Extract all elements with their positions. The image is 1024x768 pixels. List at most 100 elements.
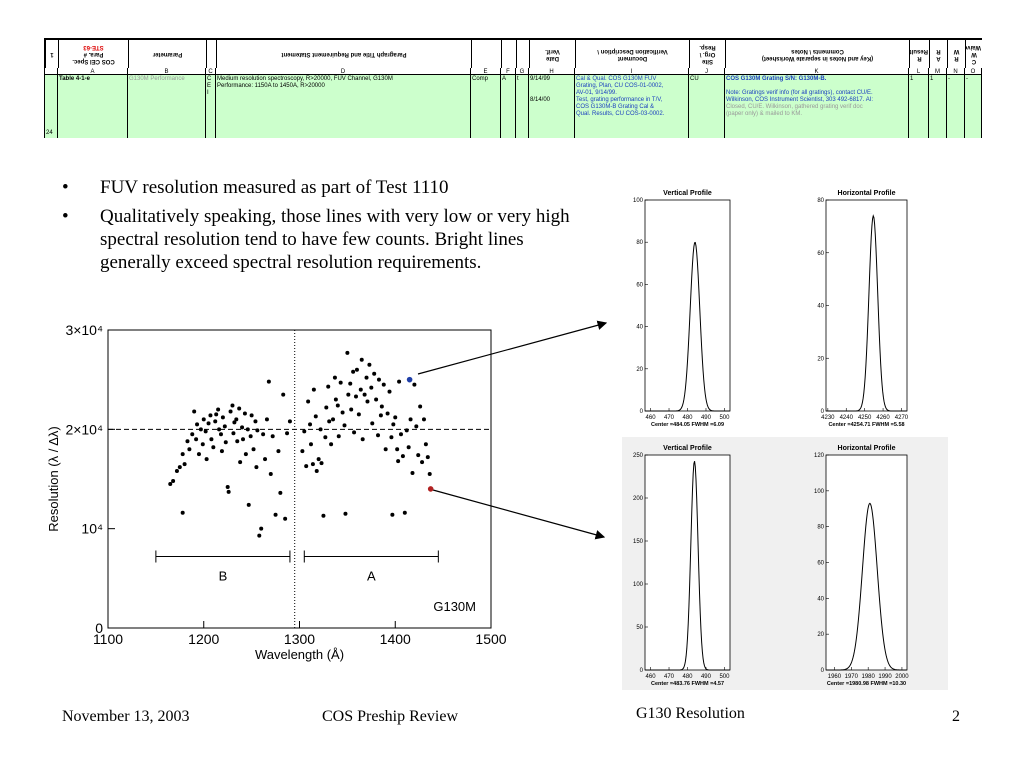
point xyxy=(300,449,305,454)
cell-line: Comp xyxy=(472,76,489,82)
point xyxy=(346,392,351,397)
point xyxy=(408,417,413,422)
arrow xyxy=(417,320,608,375)
annotation: G130M xyxy=(433,599,476,614)
row-cell: t xyxy=(516,75,529,138)
point xyxy=(311,387,316,392)
cell-line: (paper only) & mailed to KM. xyxy=(726,111,803,117)
point xyxy=(427,472,432,477)
plot-frame xyxy=(825,199,908,412)
point xyxy=(220,415,225,420)
point xyxy=(324,405,329,410)
point xyxy=(194,437,199,442)
letters-cell: K xyxy=(725,68,909,75)
letters-cell: L xyxy=(909,68,929,75)
bullet: FUV resolution measured as part of Test … xyxy=(62,176,582,199)
profile-curve xyxy=(826,214,907,412)
y-tick-label: 40 xyxy=(817,304,824,310)
point xyxy=(362,392,367,397)
point xyxy=(360,437,365,442)
x-tick-label: 1300 xyxy=(284,631,315,647)
point xyxy=(174,469,179,474)
point xyxy=(211,445,216,450)
point xyxy=(242,411,247,416)
point xyxy=(332,375,337,380)
point xyxy=(208,413,213,418)
point xyxy=(329,442,334,447)
point xyxy=(327,419,332,424)
point xyxy=(425,455,430,460)
point xyxy=(270,434,275,439)
point xyxy=(383,447,388,452)
plot-frame xyxy=(825,454,908,671)
point xyxy=(195,422,200,427)
point xyxy=(261,432,266,437)
x-tick-label: 490 xyxy=(701,415,712,421)
point xyxy=(354,367,359,372)
row-cell: CU xyxy=(689,75,725,138)
point xyxy=(356,412,361,417)
point xyxy=(372,371,377,376)
point xyxy=(395,447,400,452)
point xyxy=(281,392,286,397)
bullet-list: FUV resolution measured as part of Test … xyxy=(62,176,582,280)
point xyxy=(177,465,182,470)
point xyxy=(249,413,254,418)
point xyxy=(316,457,321,462)
y-tick-label: 60 xyxy=(636,282,643,288)
y-tick-label: 20 xyxy=(817,632,824,638)
point xyxy=(243,452,248,457)
point xyxy=(358,387,363,392)
cell-line: E xyxy=(207,83,212,89)
footer-date: November 13, 2003 xyxy=(62,708,190,725)
cell-line: Qual. Results, CU COS-03-0002. xyxy=(576,111,665,117)
cell-line: COS G130M-B Grating Cal & xyxy=(576,104,655,110)
point xyxy=(396,459,401,464)
point xyxy=(251,447,256,452)
x-tick-label: 480 xyxy=(682,415,693,421)
letters-cell: G xyxy=(516,68,529,75)
point xyxy=(378,413,383,418)
cell-line: Wilkinson, COS Instrument Scientist, 303… xyxy=(726,97,874,103)
point xyxy=(182,462,187,467)
point xyxy=(231,431,236,436)
letters-cell: E xyxy=(471,68,501,75)
x-tick-label: 1400 xyxy=(380,631,411,647)
x-tick-label: 500 xyxy=(719,415,730,421)
x-tick-label: 4240 xyxy=(840,415,854,421)
point xyxy=(390,512,395,517)
point xyxy=(240,425,245,430)
point xyxy=(374,397,379,402)
point xyxy=(204,457,209,462)
row-cell: G130M Performance xyxy=(128,75,206,138)
y-tick-label: 50 xyxy=(636,625,643,631)
point xyxy=(414,424,419,429)
row-cell: - xyxy=(947,75,965,138)
point xyxy=(213,419,218,424)
letters-cell: M xyxy=(929,68,947,75)
cell-line: I xyxy=(207,90,209,96)
letters-cell: H xyxy=(529,68,575,75)
letters-cell xyxy=(45,68,58,75)
range-bracket xyxy=(155,550,291,563)
letters-cell: N xyxy=(947,68,965,75)
row-cell: Comp xyxy=(471,75,501,138)
point xyxy=(206,421,211,426)
row-cell: 9/14/99 8/14/00 xyxy=(529,75,575,138)
row-cell: Table 4-1-e xyxy=(58,75,128,138)
point xyxy=(381,382,386,387)
cell-line: - xyxy=(948,76,950,82)
y-tick-label: 0 xyxy=(821,668,825,674)
point xyxy=(226,489,231,494)
point xyxy=(234,417,239,422)
point xyxy=(192,409,197,414)
point xyxy=(400,454,405,459)
x-tick-label: 490 xyxy=(701,674,712,680)
y-tick-label: 20 xyxy=(817,356,824,362)
cell-line: 8/14/00 xyxy=(530,97,551,103)
point xyxy=(326,384,331,389)
point xyxy=(308,442,313,447)
x-tick-label: 470 xyxy=(664,415,675,421)
point xyxy=(423,442,428,447)
